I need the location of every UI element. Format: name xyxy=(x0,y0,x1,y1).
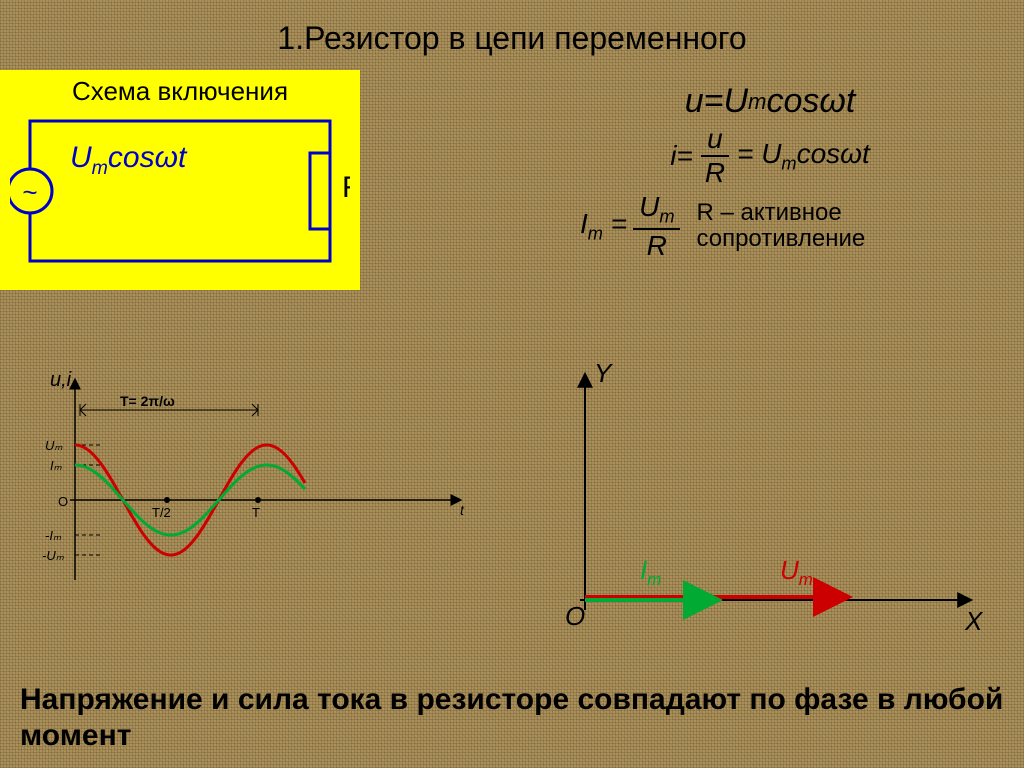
source-label: Umcosωt xyxy=(70,141,280,180)
schematic-caption: Схема включения xyxy=(0,76,360,107)
phasor-i-label: Im xyxy=(640,555,720,590)
phasor-y-label: Y xyxy=(594,360,613,388)
schematic-card: Схема включения ~ Umcosωt R xyxy=(0,70,360,290)
conclusion-text: Напряжение и сила тока в резисторе совпа… xyxy=(20,682,1004,754)
svg-text:t: t xyxy=(460,502,465,518)
slide-title: 1.Резистор в цепи переменного xyxy=(0,20,1024,57)
wave-y-label: u,i xyxy=(50,370,72,391)
phasor-u-label: Um xyxy=(780,555,860,590)
phasor-diagram: O X Y Im Um xyxy=(520,360,990,660)
svg-text:O: O xyxy=(58,494,68,509)
circuit-diagram: ~ Umcosωt R xyxy=(10,111,350,271)
active-resistance-label: R – активное сопротивление xyxy=(696,200,865,253)
formula-i: i= u R = Umcosωt xyxy=(520,123,1020,189)
phasor-x-label: X xyxy=(964,606,984,636)
svg-text:~: ~ xyxy=(22,177,37,207)
svg-text:T/2: T/2 xyxy=(152,505,171,520)
svg-text:T: T xyxy=(252,505,260,520)
formula-Im: Im = Um R R – активное сопротивление xyxy=(520,191,1020,262)
phasor-origin-label: O xyxy=(565,601,585,631)
period-label: T= 2π/ω xyxy=(120,393,175,409)
formula-u: u=Umcosωt xyxy=(520,82,1020,121)
formula-block: u=Umcosωt i= u R = Umcosωt Im = Um R R –… xyxy=(520,80,1020,264)
svg-text:Iₘ: Iₘ xyxy=(50,458,63,473)
svg-text:-Iₘ: -Iₘ xyxy=(45,528,62,543)
resistor-label: R xyxy=(342,171,350,204)
waveform-plot: u,i Uₘ Iₘ O -Iₘ -Uₘ t T= 2π/ω T/2 T xyxy=(20,370,480,600)
svg-text:Uₘ: Uₘ xyxy=(45,438,63,453)
svg-text:-Uₘ: -Uₘ xyxy=(42,548,65,563)
